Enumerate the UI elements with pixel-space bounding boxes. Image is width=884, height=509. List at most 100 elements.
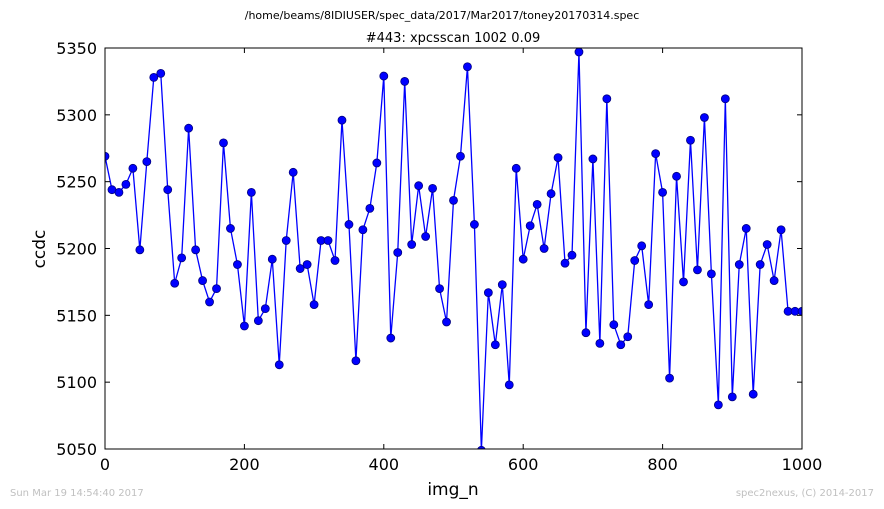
- data-point: [246, 187, 256, 197]
- data-point: [365, 203, 375, 213]
- data-point: [135, 245, 145, 255]
- data-point: [797, 306, 802, 316]
- data-point: [546, 189, 556, 199]
- data-point: [358, 225, 368, 235]
- data-point: [288, 167, 298, 177]
- data-point: [553, 153, 563, 163]
- data-point: [302, 260, 312, 269]
- data-point: [414, 181, 424, 191]
- data-point: [706, 269, 716, 279]
- data-point: [616, 340, 626, 350]
- data-point: [470, 220, 479, 229]
- data-point: [393, 248, 403, 257]
- data-point: [748, 389, 758, 399]
- data-point: [497, 280, 507, 289]
- data-point: [191, 245, 201, 255]
- data-point: [588, 154, 598, 164]
- data-point: [727, 392, 737, 402]
- data-point: [630, 256, 640, 265]
- data-point: [267, 254, 277, 264]
- data-point: [609, 320, 619, 330]
- chart-suptitle: /home/beams/8IDIUSER/spec_data/2017/Mar2…: [245, 9, 640, 22]
- data-point: [637, 241, 647, 251]
- data-point: [330, 256, 340, 265]
- data-point: [672, 171, 681, 181]
- data-point: [309, 300, 319, 310]
- data-point: [121, 179, 131, 189]
- y-tick-label: 5100: [56, 373, 97, 392]
- y-tick-label: 5250: [56, 173, 97, 192]
- data-point: [720, 94, 730, 104]
- data-point: [105, 151, 110, 161]
- data-point: [421, 232, 431, 241]
- data-point: [344, 220, 354, 229]
- data-point: [442, 317, 451, 327]
- data-point: [574, 48, 584, 57]
- data-point: [274, 360, 284, 370]
- y-tick-label: 5150: [56, 306, 97, 325]
- data-point: [525, 221, 535, 231]
- x-tick-label: 200: [229, 455, 260, 474]
- data-point: [665, 373, 674, 383]
- data-point: [463, 62, 472, 72]
- data-point: [755, 260, 765, 269]
- data-point: [253, 316, 263, 326]
- data-point: [177, 253, 187, 263]
- plot-area: [105, 48, 802, 449]
- y-tick-label: 5200: [56, 240, 97, 259]
- data-point: [713, 400, 723, 410]
- data-point: [532, 199, 542, 209]
- data-point: [602, 94, 612, 104]
- data-point: [337, 115, 347, 125]
- data-point: [407, 240, 417, 249]
- data-point: [372, 158, 382, 168]
- data-point: [281, 236, 291, 245]
- data-point: [386, 333, 396, 343]
- data-point: [184, 123, 194, 133]
- plot-frame: [104, 47, 803, 450]
- y-tick-label: 5350: [56, 39, 97, 58]
- data-point: [734, 260, 744, 269]
- data-point: [623, 332, 633, 342]
- data-point: [205, 297, 214, 307]
- x-tick-label: 600: [508, 455, 539, 474]
- data-point: [351, 356, 361, 366]
- y-tick-label: 5300: [56, 106, 97, 125]
- x-tick-label: 0: [100, 455, 110, 474]
- data-point: [483, 288, 493, 298]
- data-point: [651, 149, 661, 158]
- data-point: [198, 276, 207, 285]
- data-point: [490, 340, 500, 350]
- data-point: [323, 236, 333, 245]
- data-point: [163, 185, 173, 195]
- chart-title: #443: xpcsscan 1002 0.09: [366, 31, 541, 46]
- data-point: [686, 135, 695, 145]
- data-point: [295, 264, 305, 273]
- data-point: [149, 73, 159, 82]
- data-point: [769, 276, 779, 285]
- data-point: [477, 445, 486, 449]
- footer-timestamp: Sun Mar 19 14:54:40 2017: [10, 488, 144, 499]
- data-point: [518, 254, 528, 264]
- x-tick-label: 800: [647, 455, 678, 474]
- data-point: [128, 163, 138, 173]
- data-point: [581, 328, 591, 338]
- data-point: [114, 187, 124, 197]
- data-point: [428, 183, 437, 193]
- data-point: [456, 151, 465, 161]
- data-point: [435, 284, 444, 294]
- data-point: [658, 187, 667, 197]
- data-point: [400, 77, 410, 86]
- data-point: [539, 244, 549, 253]
- data-point: [560, 258, 570, 268]
- data-point: [156, 68, 166, 78]
- data-point: [700, 113, 709, 122]
- footer-credit: spec2nexus, (C) 2014-2017: [735, 488, 874, 499]
- x-axis-label: img_n: [427, 480, 478, 500]
- data-point: [595, 339, 605, 348]
- x-tick-label: 400: [369, 455, 400, 474]
- series-layer: [105, 48, 802, 449]
- data-point: [776, 225, 786, 235]
- data-point: [260, 304, 270, 314]
